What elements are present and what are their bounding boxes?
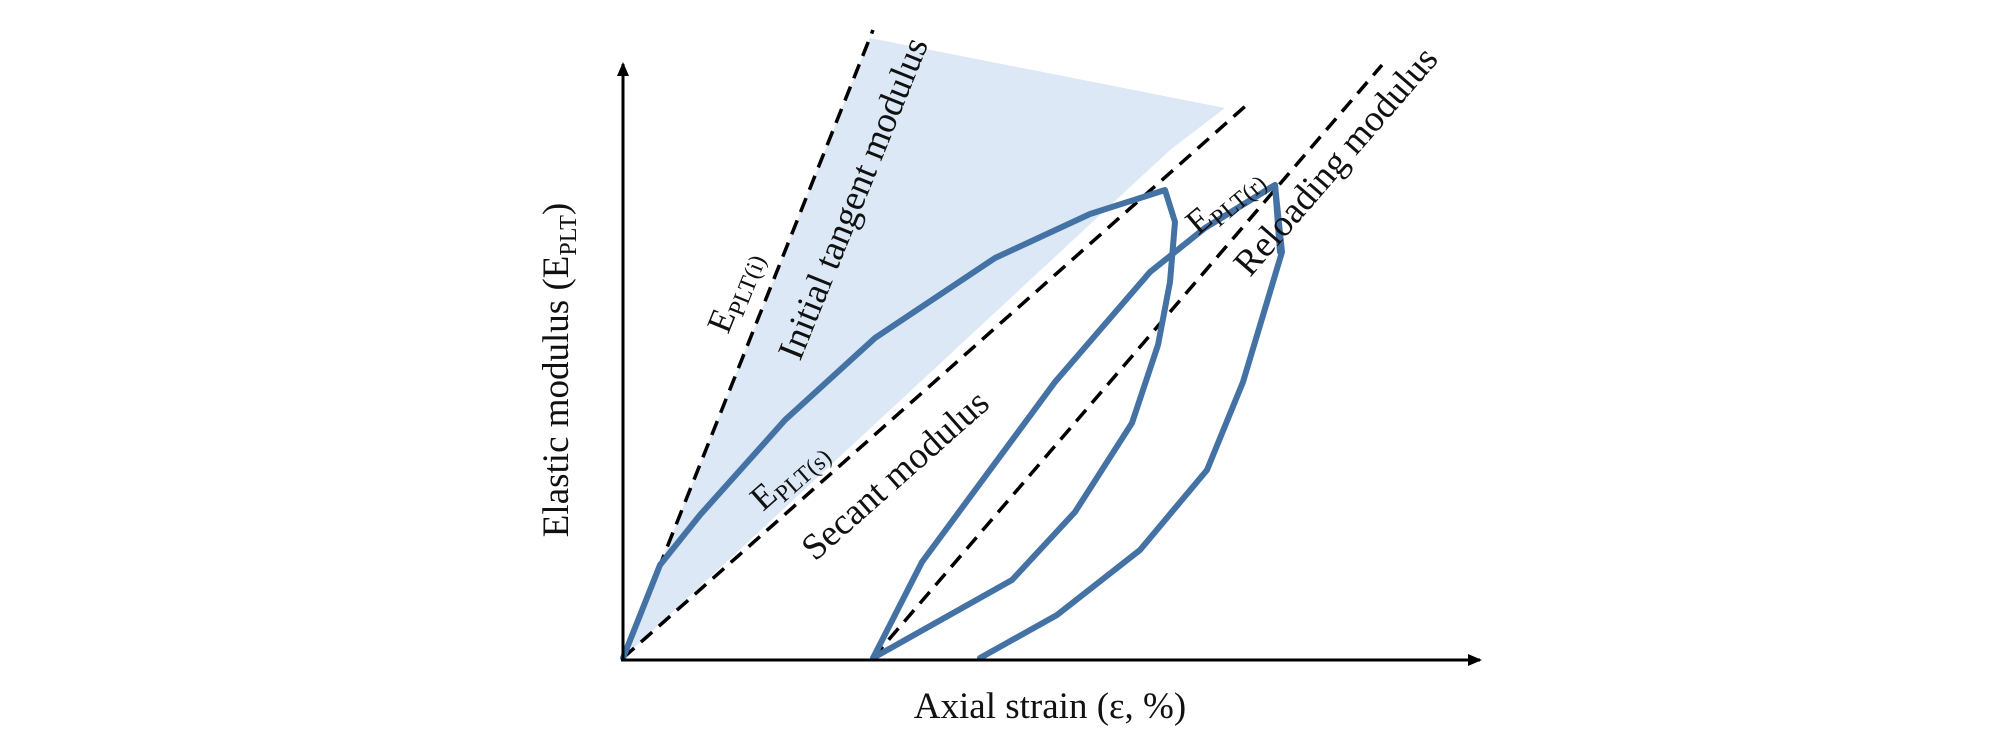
shaded-modulus-region — [623, 38, 1225, 658]
reloading-cap — [1202, 182, 1283, 255]
x-axis-label: Axial strain (ε, %) — [914, 686, 1186, 727]
reloading-modulus-line — [871, 63, 1384, 660]
y-axis-label: Elastic modulus (EPLT) — [536, 203, 582, 537]
stress-strain-curve — [620, 182, 1285, 661]
initial-tangent-modulus-line — [621, 29, 875, 659]
reloading-modulus-label: Reloading modulus — [1226, 39, 1446, 284]
